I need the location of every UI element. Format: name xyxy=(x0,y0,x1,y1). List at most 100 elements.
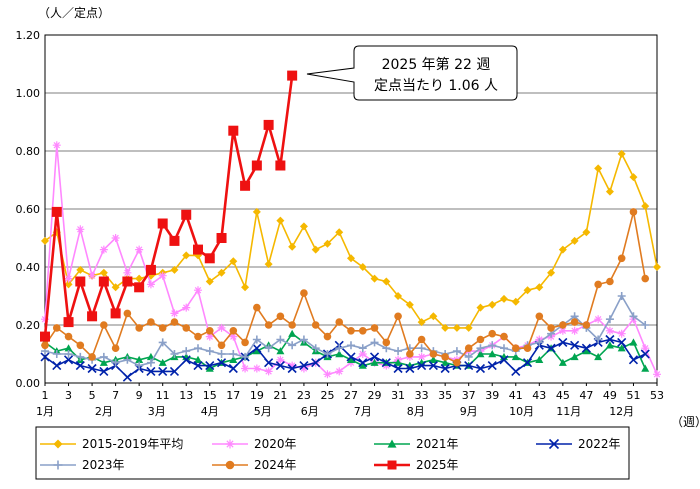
data-point xyxy=(488,300,497,309)
data-point xyxy=(570,318,579,326)
data-point xyxy=(276,312,285,321)
annotation-line-2: 定点当たり 1.06 人 xyxy=(374,78,498,94)
data-point xyxy=(75,361,85,371)
data-point xyxy=(135,245,144,254)
data-point xyxy=(628,355,639,365)
data-point xyxy=(347,341,355,350)
series-line xyxy=(43,75,294,337)
data-point xyxy=(617,344,626,352)
legend-label: 2024年 xyxy=(254,458,297,472)
data-point xyxy=(64,274,73,283)
data-point xyxy=(111,234,120,242)
y-tick-label: 0.40 xyxy=(16,261,41,274)
data-point xyxy=(41,341,49,350)
data-point xyxy=(288,361,297,370)
data-point xyxy=(147,318,155,326)
data-point xyxy=(205,364,214,372)
legend-label: 2025年 xyxy=(416,458,459,472)
data-point xyxy=(276,347,285,355)
x-tick-label: 5 xyxy=(89,389,96,402)
data-point xyxy=(251,160,262,171)
x-tick-label: 53 xyxy=(650,389,664,402)
data-point xyxy=(653,263,661,271)
data-point xyxy=(52,324,61,332)
data-point xyxy=(429,355,438,363)
legend-label: 2020年 xyxy=(254,437,297,451)
data-point xyxy=(535,312,544,321)
data-point xyxy=(216,233,227,243)
data-point xyxy=(299,335,308,344)
data-point xyxy=(394,312,402,321)
data-point xyxy=(181,355,191,365)
data-point xyxy=(428,361,438,371)
data-point xyxy=(181,209,192,220)
x-tick-label: 27 xyxy=(344,389,358,402)
data-point xyxy=(523,286,532,295)
data-point xyxy=(287,70,298,81)
data-point xyxy=(52,350,61,358)
x-tick-label: 7 xyxy=(112,389,119,402)
data-point xyxy=(299,361,309,371)
series-line xyxy=(44,338,646,378)
data-point xyxy=(52,361,62,371)
data-point xyxy=(182,324,191,332)
data-point xyxy=(52,141,61,150)
data-point xyxy=(429,350,438,358)
data-point xyxy=(276,335,285,344)
legend-marker xyxy=(53,439,63,449)
data-point xyxy=(594,280,602,289)
series-line xyxy=(44,211,646,364)
data-point xyxy=(100,321,108,329)
annotation-callout: 2025 年第 22 週 定点当たり 1.06 人 xyxy=(306,45,518,101)
y-tick-label: 0.60 xyxy=(16,203,41,216)
data-point xyxy=(417,344,426,353)
data-point xyxy=(629,338,638,346)
legend-label: 2022年 xyxy=(578,437,621,451)
data-point xyxy=(488,350,497,358)
data-point xyxy=(41,236,49,245)
callout-box xyxy=(306,45,518,101)
data-point xyxy=(570,352,579,361)
x-tick-label: 1 xyxy=(42,389,49,402)
x-tick-label: 37 xyxy=(462,389,476,402)
x-tick-label: 47 xyxy=(579,389,593,402)
data-point xyxy=(170,309,179,318)
data-point xyxy=(122,276,133,287)
data-point xyxy=(288,321,296,329)
data-point xyxy=(452,323,461,332)
legend-item: 2023年 xyxy=(40,458,125,472)
data-point xyxy=(217,323,226,332)
data-point xyxy=(381,358,391,368)
data-point xyxy=(452,347,461,356)
data-point xyxy=(558,337,568,347)
data-point xyxy=(311,358,321,368)
data-point xyxy=(123,309,132,318)
data-point xyxy=(264,321,273,329)
data-point xyxy=(323,370,332,379)
data-point xyxy=(311,245,320,254)
data-point xyxy=(582,321,591,329)
x-tick-label: 15 xyxy=(203,389,217,402)
data-point xyxy=(99,352,108,361)
data-point xyxy=(370,274,379,283)
data-point xyxy=(417,361,427,371)
data-point xyxy=(229,355,238,363)
series-3 xyxy=(40,334,650,382)
data-point xyxy=(194,286,202,295)
data-point xyxy=(453,358,461,367)
data-point xyxy=(511,297,520,306)
data-point xyxy=(640,349,650,359)
legend-item: 2022年 xyxy=(536,437,621,451)
data-point xyxy=(205,347,214,356)
data-point xyxy=(252,335,261,344)
data-point xyxy=(335,344,344,353)
data-point xyxy=(500,332,508,341)
data-point xyxy=(204,253,215,264)
legend-marker xyxy=(387,439,397,448)
data-point xyxy=(641,344,650,353)
data-point xyxy=(264,358,274,368)
legend-item: 2020年 xyxy=(212,437,297,451)
data-point xyxy=(523,344,532,353)
data-point xyxy=(417,318,426,327)
data-point xyxy=(629,312,638,321)
